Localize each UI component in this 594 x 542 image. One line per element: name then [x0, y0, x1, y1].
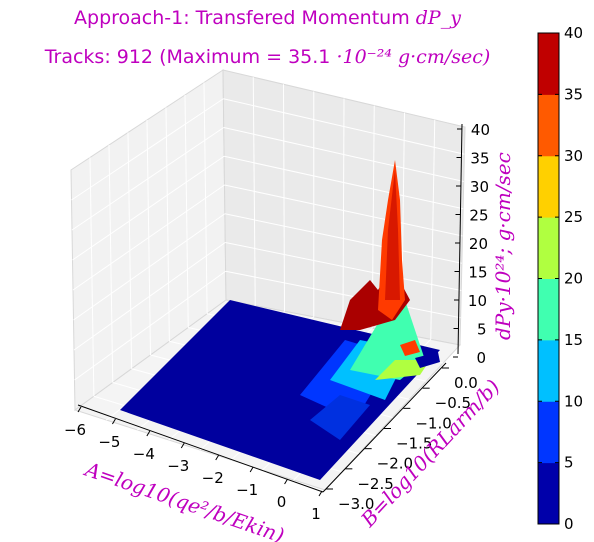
surface-edge-red: [400, 340, 420, 356]
y-tick-label: −2.5: [357, 475, 393, 493]
grid-line: [72, 184, 225, 291]
colorbar-tick-label: 30: [564, 147, 583, 165]
grid-line: [224, 155, 464, 210]
colorbar-band: [538, 94, 559, 157]
grid-line: [71, 127, 225, 231]
colorbar-tick-label: 15: [564, 331, 583, 349]
z-tick-label: 5: [477, 321, 487, 339]
colorbar-band: [538, 401, 559, 464]
colorbar-tick-label: 0: [564, 515, 574, 533]
z-tick-label: 25: [469, 207, 488, 225]
grid-line: [430, 119, 436, 340]
chart-subtitle-math: ·10⁻²⁴ g·cm/sec): [336, 46, 491, 68]
colorbar-band: [538, 33, 559, 95]
colorbar: 0 5 10 15 20 25 30 35 40: [537, 24, 583, 533]
colorbar-tick-label: 35: [564, 85, 583, 103]
x-tick-mark: [77, 406, 82, 413]
x-axis-line: [77, 404, 324, 493]
z-tick-label: 40: [471, 121, 490, 139]
grid-line: [165, 107, 170, 342]
y-axis-ticks: 0.0 −0.5 −1.0 −1.5 −2.0 −2.5 −3.0: [326, 367, 478, 513]
colorbar-tick-label: 10: [564, 392, 583, 410]
chart-title-line-2: Tracks: 912 (Maximum = 35.1 ·10⁻²⁴ g·cm/…: [0, 46, 535, 68]
surface-edge-blue: [415, 352, 440, 368]
z-tick-label: 20: [469, 235, 488, 253]
y-tick-label: −1.5: [396, 435, 432, 453]
surface-patch-blue-lower: [310, 395, 370, 440]
y-tick-label: −3.0: [338, 495, 374, 513]
axes-lines: [77, 123, 463, 493]
x-tick-mark: [318, 490, 323, 497]
x-tick-mark: [284, 478, 289, 485]
z-axis-label: dPy·10²⁴; g·cm/sec: [491, 152, 515, 340]
x-tick-mark: [111, 418, 116, 425]
surface-edge-green: [375, 360, 430, 380]
y-tick-label: 0.0: [454, 374, 478, 392]
y-axis-line: [322, 362, 447, 493]
z-tick-label: 35: [470, 150, 489, 168]
chart-title-math: dP_y: [415, 7, 461, 29]
x-tick-label: −1: [236, 481, 258, 499]
colorbar-band: [538, 155, 559, 218]
chart-subtitle-text: Tracks: 912 (Maximum = 35.1: [44, 46, 337, 68]
colorbar-tick-label: 20: [564, 270, 583, 288]
grid-line: [224, 184, 463, 237]
colorbar-band: [538, 278, 559, 341]
x-tick-label: −3: [167, 457, 189, 475]
chart-title-text: Approach-1: Transfered Momentum: [74, 7, 416, 29]
x-axis-ticks: −6 −5 −4 −3 −2 −1 0 1: [64, 406, 323, 523]
grid-line: [203, 82, 208, 314]
z-tick-label: 10: [468, 292, 487, 310]
x-tick-mark: [180, 442, 185, 449]
y-tick-label: −0.5: [435, 394, 471, 412]
grid-line: [223, 127, 464, 182]
surface-peak-core: [385, 170, 400, 300]
colorbar-tick-label: 25: [564, 208, 583, 226]
x-tick-label: 1: [311, 505, 321, 523]
grid-line: [72, 155, 225, 261]
y-tick-label: −2.0: [377, 455, 413, 473]
grid-line: [184, 94, 189, 328]
z-axis-line: [457, 123, 463, 355]
y-tick-label: −1.0: [415, 414, 451, 432]
x-tick-mark: [215, 454, 220, 461]
colorbar-band: [538, 462, 559, 525]
x-tick-label: −4: [133, 445, 155, 463]
z-tick-label: 0: [476, 349, 486, 367]
surface: [120, 160, 440, 480]
colorbar-tick-label: 40: [564, 24, 583, 42]
x-tick-mark: [249, 466, 254, 473]
z-tick-label: 15: [468, 264, 487, 282]
colorbar-band: [538, 339, 559, 402]
grid-line: [71, 98, 224, 201]
x-tick-mark: [146, 430, 151, 437]
grid-line: [223, 98, 465, 155]
x-tick-label: −5: [98, 433, 120, 451]
chart-title-line-1: Approach-1: Transfered Momentum dP_y: [0, 7, 535, 29]
x-tick-label: 0: [277, 493, 287, 511]
x-tick-label: −6: [64, 421, 86, 439]
colorbar-tick-label: 5: [564, 454, 574, 472]
z-axis-ticks: 0 5 10 15 20 25 30 35 40: [453, 121, 490, 367]
z-tick-label: 30: [470, 178, 489, 196]
colorbar-band: [538, 217, 559, 279]
x-tick-label: −2: [202, 469, 224, 487]
